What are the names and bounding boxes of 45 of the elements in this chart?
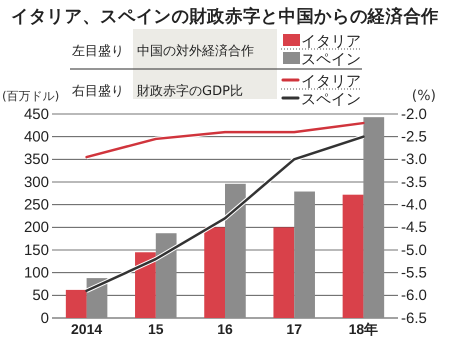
y2-tick-label: -6.0 [401,287,427,304]
y-tick-label: 150 [24,242,49,259]
legend-label: スペイン [301,90,361,108]
text: 財政赤字のGDP比 [137,83,243,99]
y2-tick-label: -6.5 [401,310,427,327]
bar [204,227,225,318]
text: 右目盛り [72,84,124,99]
bar [363,117,384,318]
y2-tick-label: -3.5 [401,174,427,191]
y2-tick-label: -5.5 [401,264,427,282]
y2-axis-title: (%) [412,88,436,104]
y-tick-label: 100 [24,264,49,282]
x-tick-label: 18年 [348,320,378,337]
y-tick-label: 0 [40,310,49,327]
bar [273,227,294,318]
x-tick-label: 16 [217,320,233,337]
y-tick-label: 200 [24,219,49,236]
y-tick-label: 450 [24,106,49,123]
x-tick-label: 17 [286,320,302,337]
x-tick-label: 2014 [71,320,102,337]
y2-tick-label: -2.5 [401,128,427,146]
y-tick-label: 250 [24,196,49,214]
y2-tick-label: -4.0 [401,196,427,214]
y-tick-label: 400 [24,128,49,146]
y2-tick-label: -3.0 [401,151,427,168]
bar [225,184,246,318]
bar [294,192,315,318]
bar [135,252,156,318]
legend-label: イタリア [301,32,361,50]
y2-tick-label: -5.0 [401,242,427,259]
text: 中国の対外経済合作 [137,43,254,59]
legend-label: スペイン [301,50,361,68]
y-tick-label: 350 [24,151,49,168]
y-axis-title: (百万ドル) [2,89,60,103]
chart-title: イタリア、スペインの財政赤字と中国からの経済合作 [11,6,443,27]
text: 左目盛り [72,44,124,59]
bar [156,233,177,318]
y2-tick-label: -4.5 [401,219,427,236]
bar [66,290,87,318]
legend-label: イタリア [301,72,361,90]
y2-tick-label: -2.0 [401,106,427,123]
y-tick-label: 50 [32,287,49,304]
bar [342,194,364,318]
x-tick-label: 15 [148,320,164,337]
y-tick-label: 300 [24,174,49,191]
